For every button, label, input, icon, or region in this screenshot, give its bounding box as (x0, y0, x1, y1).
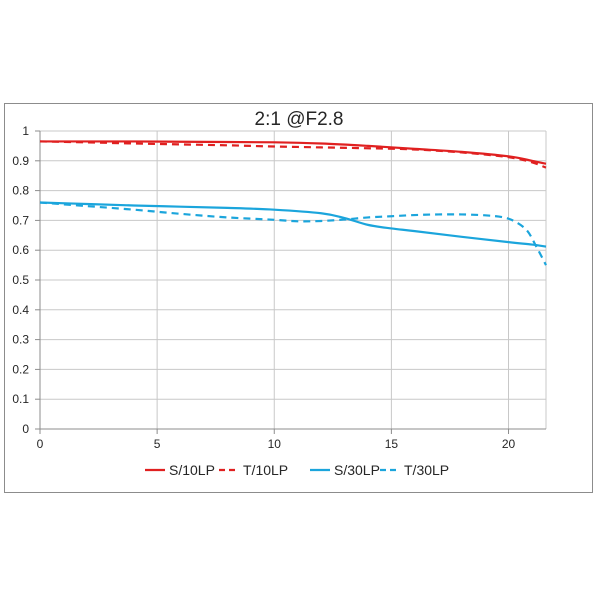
y-tick-label: 0.1 (12, 392, 29, 406)
y-tick-label: 0.4 (12, 303, 29, 317)
x-tick-label: 20 (502, 437, 516, 451)
series-lines (39, 140, 547, 266)
y-tick-label: 0.3 (12, 333, 29, 347)
line-chart: 2:1 @F2.8 00.10.20.30.40.50.60.70.80.910… (12, 109, 547, 478)
x-tick-label: 15 (385, 437, 399, 451)
grid (39, 130, 547, 430)
x-tick-label: 0 (37, 437, 44, 451)
y-tick-label: 0.2 (12, 362, 29, 376)
legend-label-s-30lp: S/30LP (334, 462, 380, 478)
y-tick-label: 0.5 (12, 273, 29, 287)
series-line-t-30lp (39, 201, 547, 266)
legend-label-s-10lp: S/10LP (169, 462, 215, 478)
y-tick-label: 0.8 (12, 184, 29, 198)
tick-labels: 00.10.20.30.40.50.60.70.80.910 5 10 15 20 (12, 124, 515, 451)
x-tick-label: 5 (154, 437, 161, 451)
y-tick-label: 0.7 (12, 213, 29, 227)
chart-title: 2:1 @F2.8 (255, 109, 344, 130)
series-line-s-30lp (39, 201, 547, 248)
x-tick-label: 10 (268, 437, 282, 451)
y-tick-label: 0.6 (12, 243, 29, 257)
legend-label-t-30lp: T/30LP (404, 462, 449, 478)
y-tick-label: 1 (22, 124, 29, 138)
legend: S/10LP T/10LP S/30LP T/30LP (145, 462, 449, 478)
legend-label-t-10lp: T/10LP (243, 462, 288, 478)
series-line-t-10lp (39, 140, 547, 169)
y-tick-label: 0 (22, 422, 29, 436)
y-tick-label: 0.9 (12, 154, 29, 168)
chart-frame: 2:1 @F2.8 0 0.1 0.2 0.3 0.4 0.5 0.6 0.7 0.8 0.9 1 0… (4, 103, 593, 493)
axes (35, 130, 546, 434)
